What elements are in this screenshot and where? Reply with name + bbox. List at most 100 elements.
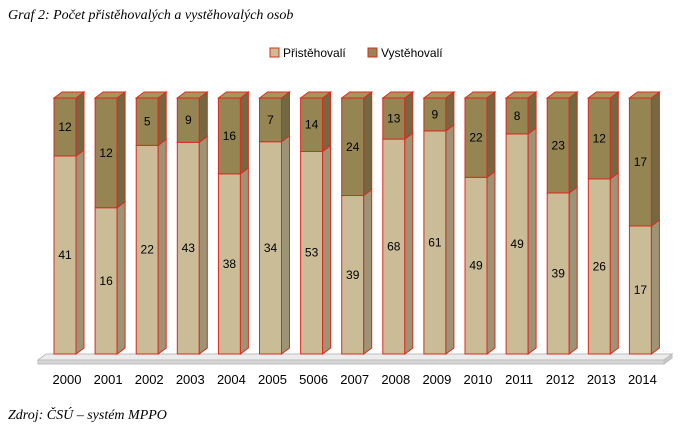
bar-top-2000 [52,91,86,99]
stacked-bar-chart: Přistěhovalí Vystěhovalí 4112161222543938… [36,46,674,387]
data-label-emigrants-2014: 17 [634,155,648,169]
bar-side-emigrants-2010 [486,91,496,179]
bar-side-emigrants-2004 [239,91,249,175]
bar-top-2008 [381,91,415,99]
bar-side-immigrants-5006 [322,144,332,355]
bar-top-2011 [504,91,538,99]
bar-group-2003: 43 9 [175,91,209,355]
data-label-immigrants-2005: 34 [264,241,278,255]
bar-group-5006: 53 14 [299,91,333,355]
bar-group-2010: 49 22 [463,91,497,355]
bar-top-2013 [586,91,620,99]
data-label-emigrants-2001: 12 [99,146,113,160]
x-tick-label-2005: 2005 [258,372,287,387]
bar-side-immigrants-2013 [609,171,619,355]
data-label-immigrants-2001: 16 [99,274,113,288]
data-label-immigrants-2010: 49 [469,259,483,273]
floor-front [37,359,665,365]
bars: 4112161222543938163475314392468136194922… [52,91,661,355]
floor-top [36,353,674,361]
bar-side-emigrants-2009 [445,91,455,132]
data-label-emigrants-2012: 23 [552,138,566,152]
data-label-immigrants-2007: 39 [346,268,360,282]
data-label-immigrants-2013: 26 [593,259,607,273]
data-label-immigrants-2009: 61 [428,235,442,249]
bar-side-immigrants-2010 [486,170,496,355]
data-label-immigrants-2012: 39 [552,266,566,280]
data-label-emigrants-2011: 8 [514,109,521,123]
bar-group-2012: 39 23 [545,91,579,355]
x-tick-label-2010: 2010 [464,372,493,387]
bar-side-emigrants-2005 [281,91,290,143]
bar-group-2002: 22 5 [134,91,168,355]
bar-side-emigrants-2003 [198,91,208,144]
bar-side-emigrants-5006 [322,91,332,153]
bar-group-2005: 34 7 [258,91,291,355]
bar-group-2004: 38 16 [216,91,250,355]
data-label-emigrants-2003: 9 [185,113,192,127]
data-label-immigrants-2000: 41 [58,248,72,262]
bar-top-2012 [545,91,579,99]
bar-side-emigrants-2000 [75,91,85,157]
x-tick-label-2004: 2004 [217,372,246,387]
data-label-immigrants-2002: 22 [141,243,155,257]
bar-group-2013: 26 12 [586,91,620,355]
bar-side-immigrants-2009 [445,123,455,355]
bar-side-immigrants-2001 [116,200,126,355]
x-tick-label-2013: 2013 [587,372,616,387]
bar-side-emigrants-2013 [609,91,619,180]
x-tick-label-2001: 2001 [94,372,123,387]
x-tick-label-5006: 5006 [299,372,328,387]
bar-side-immigrants-2007 [363,188,373,355]
data-label-emigrants-2007: 24 [346,140,360,154]
bar-side-emigrants-2014 [650,91,660,227]
x-tick-label-2012: 2012 [546,372,575,387]
x-tick-label-2007: 2007 [340,372,369,387]
x-tick-label-2008: 2008 [381,372,410,387]
data-label-emigrants-2002: 5 [144,115,151,129]
floor-side [663,353,673,365]
chart-title: Graf 2: Počet přistěhovalých a vystěhova… [8,8,294,23]
bar-group-2008: 68 13 [381,91,415,355]
bar-side-emigrants-2012 [568,91,578,194]
data-label-emigrants-2000: 12 [58,120,72,134]
legend-swatch-emigrants [367,47,378,58]
bar-top-2010 [463,91,497,99]
bar-top-2002 [134,91,168,99]
bar-top-2001 [93,91,127,99]
data-label-immigrants-2011: 49 [510,237,524,251]
x-tick-label-2002: 2002 [135,372,164,387]
bar-group-2007: 39 24 [340,91,374,355]
bar-side-immigrants-2011 [527,126,537,355]
x-tick-label-2009: 2009 [422,372,451,387]
data-label-emigrants-2009: 9 [432,107,439,121]
data-label-emigrants-2008: 13 [387,112,401,126]
data-label-immigrants-2004: 38 [223,257,237,271]
x-tick-label-2014: 2014 [628,372,657,387]
x-axis: 2000 2001 2002 2003 2004 2005 5006 2007 2008 2009… [53,372,657,387]
data-label-emigrants-2010: 22 [469,131,483,145]
bar-top-2004 [216,91,250,99]
bar-side-immigrants-2003 [198,135,208,355]
x-tick-label-2000: 2000 [53,372,82,387]
bar-side-emigrants-2001 [116,91,126,209]
bar-side-emigrants-2002 [157,91,167,147]
legend-label-immigrants: Přistěhovalí [283,46,346,60]
bar-side-immigrants-2008 [404,132,414,355]
bar-side-immigrants-2005 [281,134,290,355]
data-label-immigrants-2003: 43 [182,241,196,255]
data-label-emigrants-2005: 7 [267,113,274,127]
data-label-emigrants-2004: 16 [223,129,237,143]
x-tick-label-2011: 2011 [505,372,533,387]
legend-swatch-immigrants [269,47,280,58]
x-tick-label-2003: 2003 [176,372,205,387]
bar-top-2007 [340,91,374,99]
data-label-emigrants-2013: 12 [593,131,607,145]
source-note: Zdroj: ČSÚ – systém MPPO [8,408,167,423]
legend-label-emigrants: Vystěhovalí [381,46,443,60]
data-label-immigrants-2014: 17 [634,283,648,297]
bar-side-emigrants-2008 [404,91,414,141]
bar-top-2005 [258,91,291,99]
